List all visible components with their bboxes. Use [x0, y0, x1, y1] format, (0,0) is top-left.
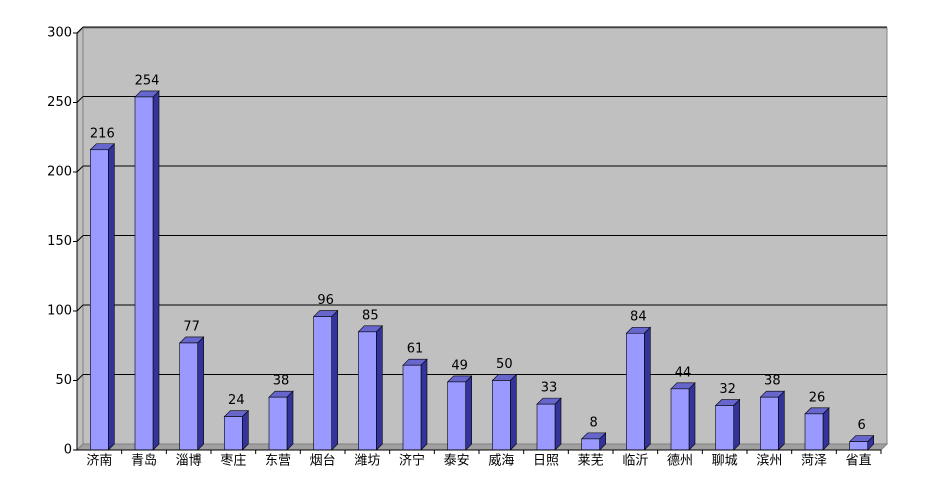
bar: [90, 149, 109, 451]
data-label: 44: [675, 365, 692, 380]
bar: [626, 332, 645, 451]
grid-line-side: [76, 96, 84, 103]
data-label: 61: [407, 342, 424, 357]
x-tick-label: 枣庄: [220, 453, 246, 469]
bar-side: [197, 336, 204, 451]
grid-line-side: [76, 374, 84, 381]
bar: [447, 381, 466, 451]
x-tick-label: 德州: [667, 454, 693, 469]
x-tick-label: 青岛: [131, 453, 157, 469]
bar-side: [286, 390, 294, 451]
y-tick-label: 250: [47, 95, 72, 110]
bar: [536, 403, 556, 451]
x-tick-label: 淄博: [176, 454, 202, 469]
bar: [134, 96, 154, 451]
data-label: 8: [590, 415, 598, 430]
data-label: 38: [273, 374, 290, 389]
x-tick-label: 泰安: [444, 454, 470, 469]
bar-side: [331, 309, 338, 451]
bar-side: [152, 90, 160, 451]
x-tick-label: 聊城: [712, 454, 738, 469]
x-tick-label: 潍坊: [354, 454, 380, 469]
data-label: 33: [541, 381, 558, 396]
data-label: 6: [858, 418, 866, 433]
x-tick-label: 济南: [86, 453, 112, 469]
bar: [224, 416, 243, 451]
bar: [313, 316, 332, 451]
grid-line-side: [76, 165, 84, 173]
x-tick-label: 临沂: [622, 454, 648, 469]
bar: [760, 396, 779, 451]
x-tick-label: 莱芜: [578, 454, 604, 469]
bar-side: [420, 358, 428, 451]
bar-side: [733, 398, 740, 451]
bar: [581, 438, 600, 451]
bar: [670, 388, 690, 451]
y-tick-label: 150: [47, 234, 72, 249]
bar: [715, 405, 734, 451]
data-label: 254: [135, 73, 160, 88]
x-tick-label: 日照: [533, 454, 559, 469]
y-tick-label: 100: [47, 304, 72, 319]
x-tick-label: 烟台: [310, 454, 336, 469]
grid-line-side: [76, 235, 84, 242]
data-label: 26: [809, 390, 826, 405]
y-tick-label: 200: [47, 165, 72, 180]
grid-line-side: [76, 26, 84, 34]
x-tick-label: 滨州: [756, 453, 782, 469]
bar: [849, 441, 868, 451]
data-label: 24: [228, 393, 245, 408]
data-label: 49: [451, 358, 468, 373]
bar: [402, 364, 422, 451]
x-tick-label: 省直: [846, 454, 872, 469]
bar-side: [688, 382, 696, 451]
bar-side: [376, 325, 383, 451]
bar-side: [510, 373, 517, 451]
bar-side: [108, 143, 115, 451]
bar: [358, 331, 377, 451]
bar-side: [778, 390, 785, 451]
bars: [89, 90, 875, 451]
x-tick-label: 威海: [488, 454, 514, 469]
x-tick-label: 东营: [265, 454, 291, 469]
bar: [268, 396, 288, 451]
y-tick-label: 300: [47, 26, 72, 41]
grid-line-side: [76, 304, 84, 312]
x-tick-label: 菏泽: [801, 454, 827, 469]
data-label: 85: [362, 308, 379, 323]
y-tick-label: 0: [64, 443, 72, 458]
bar-side: [644, 326, 651, 451]
data-label: 84: [630, 310, 647, 325]
data-label: 96: [317, 293, 334, 308]
bar: [804, 413, 824, 451]
x-tick-label: 济宁: [399, 453, 425, 469]
data-label: 32: [719, 382, 736, 397]
bar-side: [822, 407, 830, 451]
y-tick-label: 50: [55, 373, 72, 388]
data-label: 77: [183, 319, 200, 334]
grid: [76, 26, 887, 381]
bar-side: [554, 397, 562, 451]
data-label: 216: [90, 126, 115, 141]
bar: [492, 380, 511, 451]
data-label: 50: [496, 357, 513, 372]
bar-side: [242, 409, 249, 451]
data-label: 38: [764, 374, 781, 389]
bar-side: [465, 375, 472, 451]
bar: [179, 342, 198, 451]
